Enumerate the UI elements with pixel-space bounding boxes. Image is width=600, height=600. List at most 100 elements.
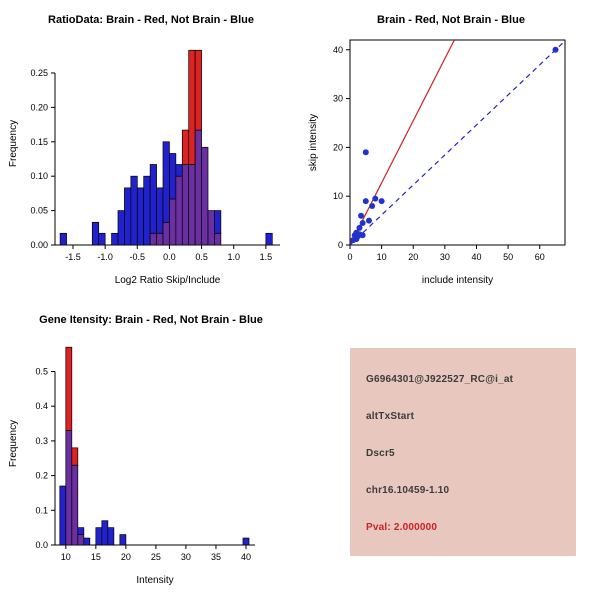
hist-bar-segment [111, 232, 119, 246]
hist-bar-segment [169, 153, 177, 200]
hist-bar-segment [130, 175, 138, 246]
hist-bar-segment [71, 464, 79, 546]
scatter-point [356, 224, 363, 231]
svg-text:0.1: 0.1 [35, 505, 48, 515]
fit-line-blue-dashed [350, 40, 565, 245]
hist-bar-segment [214, 232, 222, 246]
hist-bar-segment [65, 430, 73, 546]
hist-bar-segment [119, 534, 127, 546]
hist-bar-segment [149, 164, 157, 234]
svg-text:10: 10 [61, 552, 71, 562]
scatter-title: Brain - Red, Not Brain - Blue [377, 14, 525, 26]
hist-bar-segment [162, 221, 170, 246]
svg-text:60: 60 [535, 252, 545, 262]
svg-text:40: 40 [471, 252, 481, 262]
svg-text:30: 30 [181, 552, 191, 562]
scatter-point [359, 232, 366, 239]
svg-text:-1.0: -1.0 [97, 252, 113, 262]
svg-text:20: 20 [333, 142, 343, 152]
svg-text:15: 15 [91, 552, 101, 562]
svg-text:Frequency: Frequency [8, 420, 19, 467]
hist-bar-segment [59, 232, 67, 246]
svg-text:50: 50 [503, 252, 513, 262]
hist-bar-segment [117, 210, 125, 246]
ratio-histogram-title: RatioData: Brain - Red, Not Brain - Blue [48, 14, 254, 26]
hist-bar-segment [143, 175, 151, 246]
panel-ratio-histogram: RatioData: Brain - Red, Not Brain - Blue… [0, 0, 300, 300]
svg-text:0.15: 0.15 [30, 137, 48, 147]
scatter-point [372, 195, 379, 202]
hist-bar-segment [169, 198, 177, 246]
hist-bar-segment [242, 537, 250, 546]
svg-text:0.2: 0.2 [35, 471, 48, 481]
svg-text:20: 20 [121, 552, 131, 562]
svg-text:0.20: 0.20 [30, 102, 48, 112]
svg-text:20: 20 [408, 252, 418, 262]
svg-text:0.00: 0.00 [30, 240, 48, 250]
hist-bar-segment [175, 164, 183, 177]
svg-text:0.0: 0.0 [163, 252, 176, 262]
svg-text:0.05: 0.05 [30, 206, 48, 216]
hist-bar-segment [188, 164, 196, 246]
hist-bar-segment [265, 232, 273, 246]
svg-text:1.0: 1.0 [227, 252, 240, 262]
svg-text:0.5: 0.5 [195, 252, 208, 262]
hist-bar-segment [124, 187, 132, 246]
hist-bar-segment [162, 141, 170, 223]
svg-text:1.5: 1.5 [260, 252, 273, 262]
svg-text:0.10: 0.10 [30, 171, 48, 181]
hist-bar-segment [98, 232, 106, 246]
scatter-point [378, 198, 385, 205]
hist-bar-segment [107, 527, 115, 546]
gene-name: Dscr5 [366, 448, 395, 459]
hist-bar-segment [181, 164, 190, 246]
svg-text:-1.5: -1.5 [65, 252, 81, 262]
svg-text:30: 30 [440, 252, 450, 262]
svg-text:40: 40 [241, 552, 251, 562]
svg-text:0.25: 0.25 [30, 68, 48, 78]
intensity-scatter-plot: 0 10 20 30 40 50 60 0 10 20 30 40 include intensity s… [308, 39, 566, 286]
hist-bar-segment [194, 49, 202, 131]
event-type: altTxStart [366, 411, 415, 422]
probe-id: G6964301@J922527_RC@i_at [366, 374, 514, 385]
gene-info-box: G6964301@J922527_RC@i_at altTxStart Dscr… [350, 348, 576, 556]
svg-text:0.5: 0.5 [35, 366, 48, 376]
hist-bar-segment [77, 527, 85, 535]
hist-bar-segment [188, 49, 196, 165]
svg-text:skip intensity: skip intensity [308, 114, 319, 171]
svg-text:40: 40 [333, 45, 343, 55]
hist-bar-segment [156, 232, 164, 246]
hist-bar-segment [95, 527, 103, 546]
svg-text:25: 25 [151, 552, 161, 562]
svg-text:include intensity: include intensity [422, 275, 493, 286]
svg-text:Log2 Ratio Skip/Include: Log2 Ratio Skip/Include [115, 275, 221, 286]
genomic-location: chr16.10459-1.10 [366, 485, 450, 496]
ratio-histogram-plot: -1.5 -1.0 -0.5 0.0 0.5 1.0 1.5 0.00 0.05 0.10 0.15… [8, 49, 280, 286]
fit-line-red [350, 40, 455, 245]
hist-bar-segment [91, 221, 100, 246]
scatter-point [369, 202, 376, 209]
hist-bar-segment [194, 129, 202, 246]
hist-bar-segment [65, 346, 73, 431]
hist-bar-segment [214, 210, 222, 234]
scatter-point [362, 198, 369, 205]
scatter-point [365, 217, 372, 224]
svg-text:0.0: 0.0 [35, 540, 48, 550]
panel-gene-info: G6964301@J922527_RC@i_at altTxStart Dscr… [300, 300, 600, 600]
scatter-point [362, 149, 369, 156]
hist-bar-segment [175, 175, 183, 246]
scatter-point [552, 46, 559, 53]
gene-intensity-histogram-plot: 10 15 20 25 30 35 40 0.0 0.1 0.2 0.3 0.4 0.5 Intensit… [8, 346, 255, 586]
svg-text:10: 10 [333, 191, 343, 201]
pval-text: Pval: 2.000000 [366, 522, 438, 533]
hist-bar-segment [201, 146, 209, 246]
scatter-point [358, 212, 365, 219]
panel-gene-intensity-histogram: Gene Itensity: Brain - Red, Not Brain - … [0, 300, 300, 600]
panel-intensity-scatter: Brain - Red, Not Brain - Blue 0 10 20 30 40 5… [300, 0, 600, 300]
gene-histogram-title: Gene Itensity: Brain - Red, Not Brain - … [39, 314, 263, 326]
svg-text:0.4: 0.4 [35, 401, 48, 411]
hist-bar-segment [149, 232, 157, 246]
svg-text:35: 35 [211, 552, 221, 562]
svg-text:-0.5: -0.5 [130, 252, 146, 262]
